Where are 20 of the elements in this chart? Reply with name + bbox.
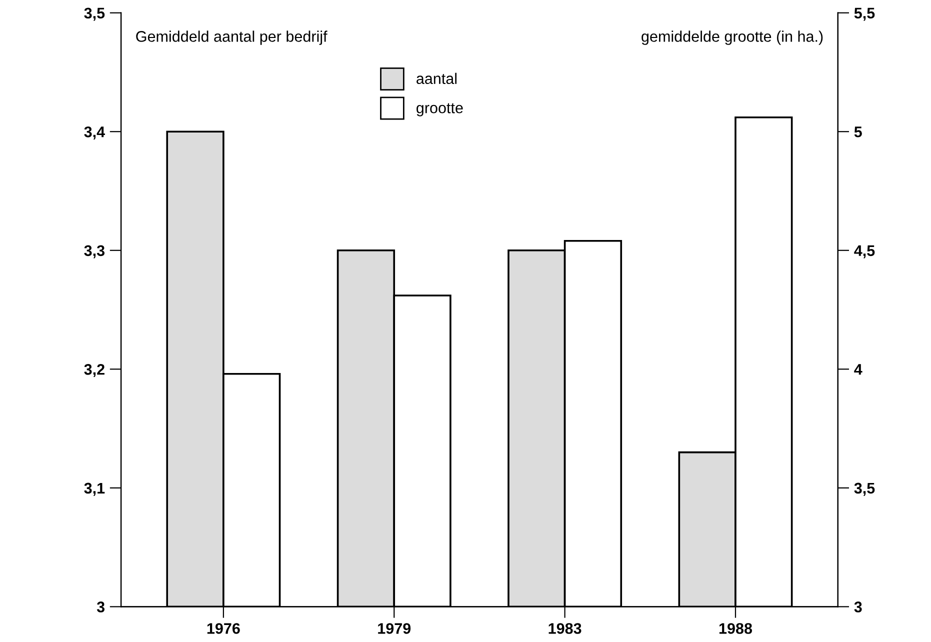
- y2-tick-label: 4,5: [854, 245, 875, 258]
- y2-tick-label: 5,5: [854, 8, 875, 21]
- y-tick-label: 3,5: [84, 8, 105, 21]
- x-tick-label: 1988: [719, 623, 752, 634]
- x-tick-label: 1976: [207, 623, 240, 634]
- y-tick-label: 3,1: [84, 482, 105, 496]
- y2-tick-label: 4: [854, 364, 862, 375]
- y-tick-label: 3,3: [84, 245, 105, 258]
- y2-tick-label: 5: [854, 126, 862, 138]
- x-tick-label: 1979: [378, 623, 411, 634]
- y-tick-label: 3,4: [84, 126, 105, 140]
- y2-tick-label: 3,5: [854, 482, 875, 496]
- y2-axis-title: gemiddelde grootte (in ha.): [642, 30, 823, 45]
- y-tick-label: 3,2: [84, 364, 104, 378]
- legend-label: aantal: [416, 72, 457, 84]
- y-tick-label: 3: [96, 602, 105, 612]
- y2-tick-label: 3: [854, 602, 862, 612]
- legend-label: grootte: [416, 103, 463, 116]
- y-axis-title: Gemiddeld aantal per bedrijf: [136, 30, 328, 45]
- x-tick-label: 1983: [548, 623, 582, 634]
